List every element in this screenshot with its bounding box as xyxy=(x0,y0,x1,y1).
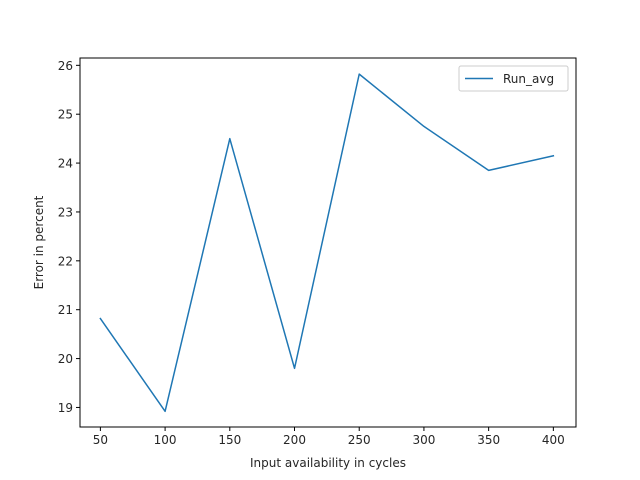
legend: Run_avg xyxy=(458,65,569,92)
y-axis-ticks: 19 20 21 22 23 24 25 26 xyxy=(58,59,80,415)
x-axis-label: Input availability in cycles xyxy=(250,456,406,470)
y-tick-label: 24 xyxy=(58,157,73,171)
plot-area xyxy=(99,73,555,413)
legend-label-run-avg: Run_avg xyxy=(503,72,554,86)
y-tick-label: 21 xyxy=(58,303,73,317)
series-line-0 xyxy=(99,73,555,413)
x-tick-label: 200 xyxy=(283,433,306,447)
y-tick-label: 20 xyxy=(58,352,73,366)
x-tick-label: 150 xyxy=(218,433,241,447)
y-tick-label: 19 xyxy=(58,401,73,415)
x-axis-ticks: 50 100 150 200 250 300 350 400 xyxy=(93,427,565,447)
axes-frame xyxy=(79,57,577,428)
x-tick-label: 300 xyxy=(412,433,435,447)
y-axis-label: Error in percent xyxy=(32,195,46,289)
x-tick-label: 400 xyxy=(542,433,565,447)
y-tick-label: 22 xyxy=(58,254,73,268)
y-tick-label: 23 xyxy=(58,205,73,219)
y-tick-label: 26 xyxy=(58,59,73,73)
x-tick-label: 100 xyxy=(154,433,177,447)
legend-box xyxy=(458,65,569,92)
y-tick-label: 25 xyxy=(58,108,73,122)
x-tick-label: 350 xyxy=(477,433,500,447)
x-tick-label: 50 xyxy=(93,433,108,447)
x-tick-label: 250 xyxy=(348,433,371,447)
